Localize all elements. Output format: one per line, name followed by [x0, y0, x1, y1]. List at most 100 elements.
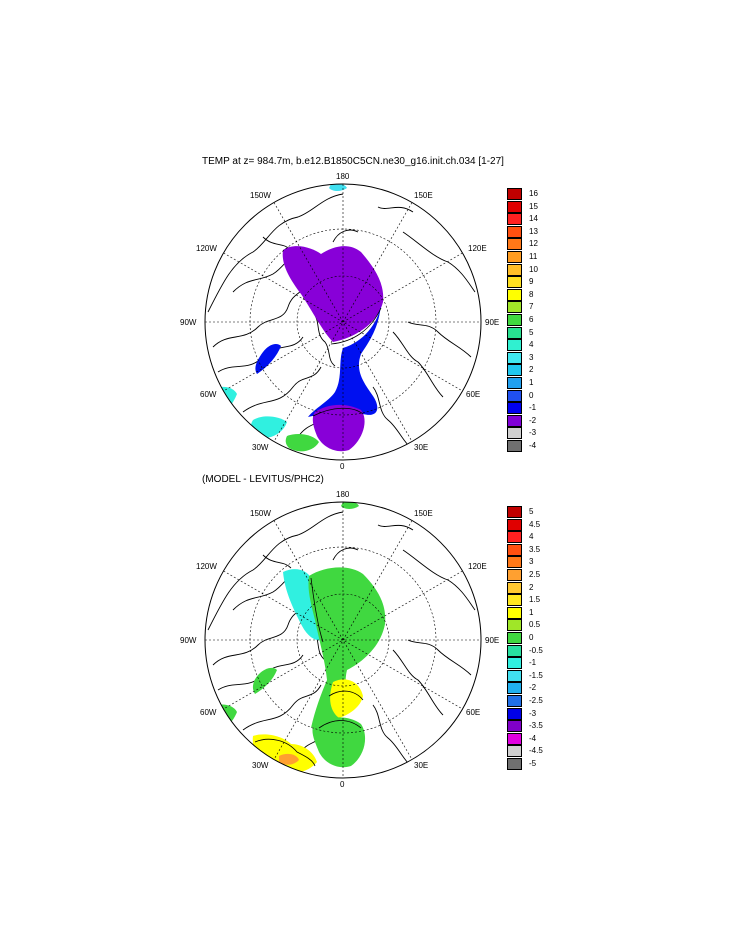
panel1-colorbar-swatch	[507, 301, 522, 314]
panel1-colorbar-label: 6	[529, 315, 534, 324]
panel1-colorbar-label: 8	[529, 289, 534, 299]
panel1-title: TEMP at z= 984.7m, b.e12.B1850C5CN.ne30_…	[202, 156, 504, 167]
panel2-colorbar-swatch	[507, 644, 522, 657]
panel2-colorbar-swatch	[507, 745, 522, 758]
panel2-colorbar-label: -1.5	[529, 670, 543, 680]
panel1-colorbar-swatch	[507, 288, 522, 301]
panel2-colorbar-swatch	[507, 669, 522, 682]
panel2-orange-region-atlantic	[279, 753, 299, 765]
panel2-lon-60w: 60W	[200, 708, 217, 717]
panel2-colorbar-swatch	[507, 556, 522, 569]
panel1-colorbar-swatch	[507, 414, 522, 427]
panel1-colorbar-label: 11	[529, 252, 538, 261]
panel1-lon-120e: 120E	[468, 244, 487, 253]
panel1-colorbar-swatch	[507, 238, 522, 251]
panel2-lon-180: 180	[336, 490, 350, 499]
panel1-colorbar-label: 5	[529, 327, 534, 337]
panel2-green-region-bering	[341, 502, 359, 509]
panel1-graticule	[205, 184, 481, 460]
panel2-colorbar-label: 0.5	[529, 620, 541, 630]
panel1-cyan-region-atlantic	[250, 416, 287, 439]
panel1-contour	[330, 307, 382, 345]
panel1-purple-region-nordic	[312, 404, 365, 452]
panel1-colorbar-swatch	[507, 213, 522, 226]
panel2-title: (MODEL - LEVITUS/PHC2)	[202, 474, 324, 485]
panel1-map-border	[204, 183, 482, 461]
panel1-lon-90w: 90W	[180, 318, 197, 327]
panel2-yellow-region-fram	[330, 679, 363, 718]
panel2-colorbar-swatch	[507, 720, 522, 733]
panel1-colorbar-swatch	[507, 339, 522, 352]
panel2-colorbar-swatch	[507, 632, 522, 644]
panel2-lon-120w: 120W	[196, 562, 217, 571]
panel2-contour-d	[254, 738, 316, 767]
panel2-colorbar-swatch	[507, 682, 522, 695]
panel2-contour-b	[328, 690, 364, 701]
panel2-green-region-arctic	[308, 567, 386, 728]
panel1-cyan-region-bering	[329, 184, 347, 191]
panel2-colorbar-swatch	[507, 518, 522, 531]
panel1-colorbar-swatch	[507, 377, 522, 389]
panel2-colorbar-label: -2.5	[529, 696, 543, 705]
panel2-lon-30w: 30W	[252, 761, 269, 770]
panel1-colorbar-swatch	[507, 314, 522, 326]
panel1-colorbar-label: 4	[529, 340, 534, 350]
panel2-lon-150e: 150E	[414, 509, 433, 518]
panel1-lon-60e: 60E	[466, 390, 481, 399]
panel1-colorbar-label: 3	[529, 352, 534, 362]
panel1-lon-30e: 30E	[414, 443, 429, 452]
panel2-lon-0: 0	[340, 780, 345, 789]
panel2-map-border	[204, 501, 482, 779]
panel1-colorbar-label: 7	[529, 302, 534, 312]
panel2-colorbar-swatch	[507, 695, 522, 707]
panel1-lon-30w: 30W	[252, 443, 269, 452]
panel2-colorbar-label: 3	[529, 557, 534, 567]
panel2-colorbar-swatch	[507, 581, 522, 594]
panel2-colorbar-label: 4	[529, 532, 534, 542]
panel1-colorbar-label: -3	[529, 428, 537, 438]
panel2-colorbar-label: -1	[529, 658, 537, 668]
panel2-colorbar-label: 0	[529, 633, 534, 642]
panel1-lon-60w: 60W	[200, 390, 217, 399]
panel1-colorbar-swatch	[507, 263, 522, 276]
panel2-cyan-region-canada-basin	[283, 569, 323, 641]
panel1-colorbar-swatch	[507, 389, 522, 402]
panel1-colorbar-label: 13	[529, 226, 538, 236]
panel2-colorbar-label: 2	[529, 582, 534, 592]
panel1-colorbar-swatch	[507, 188, 522, 200]
panel1-colorbar-swatch	[507, 351, 522, 364]
panel2-colorbar-swatch	[507, 543, 522, 556]
panel1-colorbar-label: -1	[529, 403, 537, 413]
panel2-colorbar-label: 5	[529, 507, 534, 516]
panel1-colorbar-label: 15	[529, 201, 538, 211]
panel1-lon-120w: 120W	[196, 244, 217, 253]
panel2-colorbar-swatch	[507, 732, 522, 745]
panel1-colorbar-swatch	[507, 402, 522, 415]
panel2-graticule	[205, 502, 481, 778]
panel1-colorbar-label: 16	[529, 189, 538, 198]
panel1-contour-b	[312, 407, 364, 417]
panel1-lon-90e: 90E	[485, 318, 500, 327]
panel2-colorbar-label: -2	[529, 683, 537, 693]
panel2-colorbar-label: -5	[529, 759, 537, 768]
panel2-colorbar-label: 3.5	[529, 544, 541, 554]
panel1-colorbar-label: -2	[529, 415, 537, 425]
panel2-colorbar-label: 2.5	[529, 570, 541, 579]
panel2-contour-c	[318, 720, 362, 729]
panel2-colorbar-swatch	[507, 594, 522, 607]
panel2-colorbar-swatch	[507, 707, 522, 720]
panel2-colorbar-swatch	[507, 531, 522, 544]
panel1-lon-0: 0	[340, 462, 345, 471]
panel1-colorbar-label: 1	[529, 378, 534, 387]
panel1-lon-150w: 150W	[250, 191, 271, 200]
panel2-colorbar-label: -3	[529, 708, 537, 718]
panel1-green-region-atlantic	[285, 434, 319, 452]
panel2-lon-30e: 30E	[414, 761, 429, 770]
panel2-lon-90e: 90E	[485, 636, 500, 645]
panel1-lon-150e: 150E	[414, 191, 433, 200]
panel2-colorbar-label: -4	[529, 733, 537, 743]
panel2-lon-90w: 90W	[180, 636, 197, 645]
panel1-colorbar-label: 0	[529, 390, 534, 400]
panel1-colorbar-swatch	[507, 326, 522, 339]
panel2-colorbar-swatch	[507, 506, 522, 518]
